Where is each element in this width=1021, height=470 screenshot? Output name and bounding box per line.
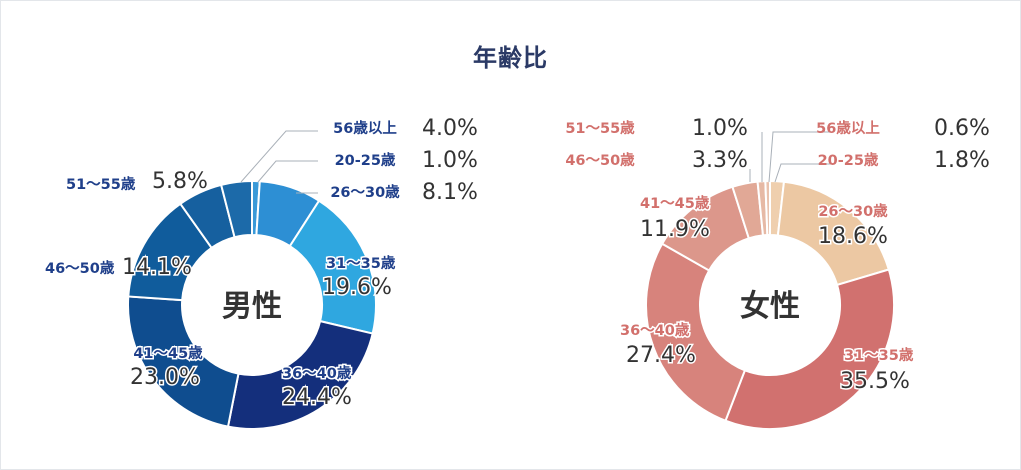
category-label: 51〜55歳 <box>66 175 136 193</box>
donut-center-label: 女性 <box>740 289 800 324</box>
donut-male: 男性 20-25歳 1.0% 26〜30歳 8.1% 31〜35歳 19.6% 36〜40歳 2… <box>45 116 478 430</box>
value-label: 19.6% <box>322 275 392 300</box>
slice-56歳以上 <box>219 179 253 239</box>
value-label: 3.3% <box>692 148 748 173</box>
category-label: 36〜40歳 <box>282 364 352 382</box>
slice-31〜35歳 <box>724 268 895 430</box>
category-label: 51〜55歳 <box>565 119 635 137</box>
category-label: 26〜30歳 <box>330 183 400 201</box>
value-label: 24.4% <box>282 385 352 410</box>
value-label: 1.8% <box>934 148 990 173</box>
category-label: 20-25歳 <box>335 151 396 169</box>
slice-41〜45歳 <box>127 295 240 428</box>
donut-female: 女性 20-25歳 1.8% 26〜30歳 18.6% 31〜35歳 35.5% 36〜40歳… <box>565 116 990 430</box>
leader-line <box>774 163 832 183</box>
category-label: 41〜45歳 <box>640 194 710 212</box>
value-label: 0.6% <box>934 116 990 141</box>
category-label: 36〜40歳 <box>620 321 690 339</box>
value-label: 5.8% <box>152 169 208 194</box>
value-label: 35.5% <box>840 369 910 394</box>
category-label: 46〜50歳 <box>45 259 115 277</box>
value-label: 1.0% <box>422 148 478 173</box>
value-label: 4.0% <box>422 116 478 141</box>
leader-line <box>768 131 832 183</box>
value-label: 23.0% <box>130 365 200 390</box>
donut-center-label: 男性 <box>222 289 282 324</box>
slice-56歳以上 <box>764 179 771 237</box>
chart-title: 年齢比 <box>473 44 548 72</box>
slice-36〜40歳 <box>226 319 374 430</box>
category-label: 46〜50歳 <box>565 151 635 169</box>
value-label: 27.4% <box>626 343 696 368</box>
category-label: 31〜35歳 <box>844 346 914 364</box>
value-label: 11.9% <box>640 217 710 242</box>
category-label: 31〜35歳 <box>326 254 396 272</box>
leader-line <box>257 160 318 183</box>
value-label: 8.1% <box>422 180 478 205</box>
category-label: 41〜45歳 <box>133 344 203 362</box>
value-label: 18.6% <box>818 224 888 249</box>
value-label: 1.0% <box>692 116 748 141</box>
leader-line <box>240 130 318 183</box>
category-label: 56歳以上 <box>333 119 397 137</box>
category-label: 26〜30歳 <box>818 202 888 220</box>
value-label: 14.1% <box>122 255 192 280</box>
slice-36〜40歳 <box>645 242 747 423</box>
category-label: 20-25歳 <box>818 151 879 169</box>
category-label: 56歳以上 <box>816 119 880 137</box>
